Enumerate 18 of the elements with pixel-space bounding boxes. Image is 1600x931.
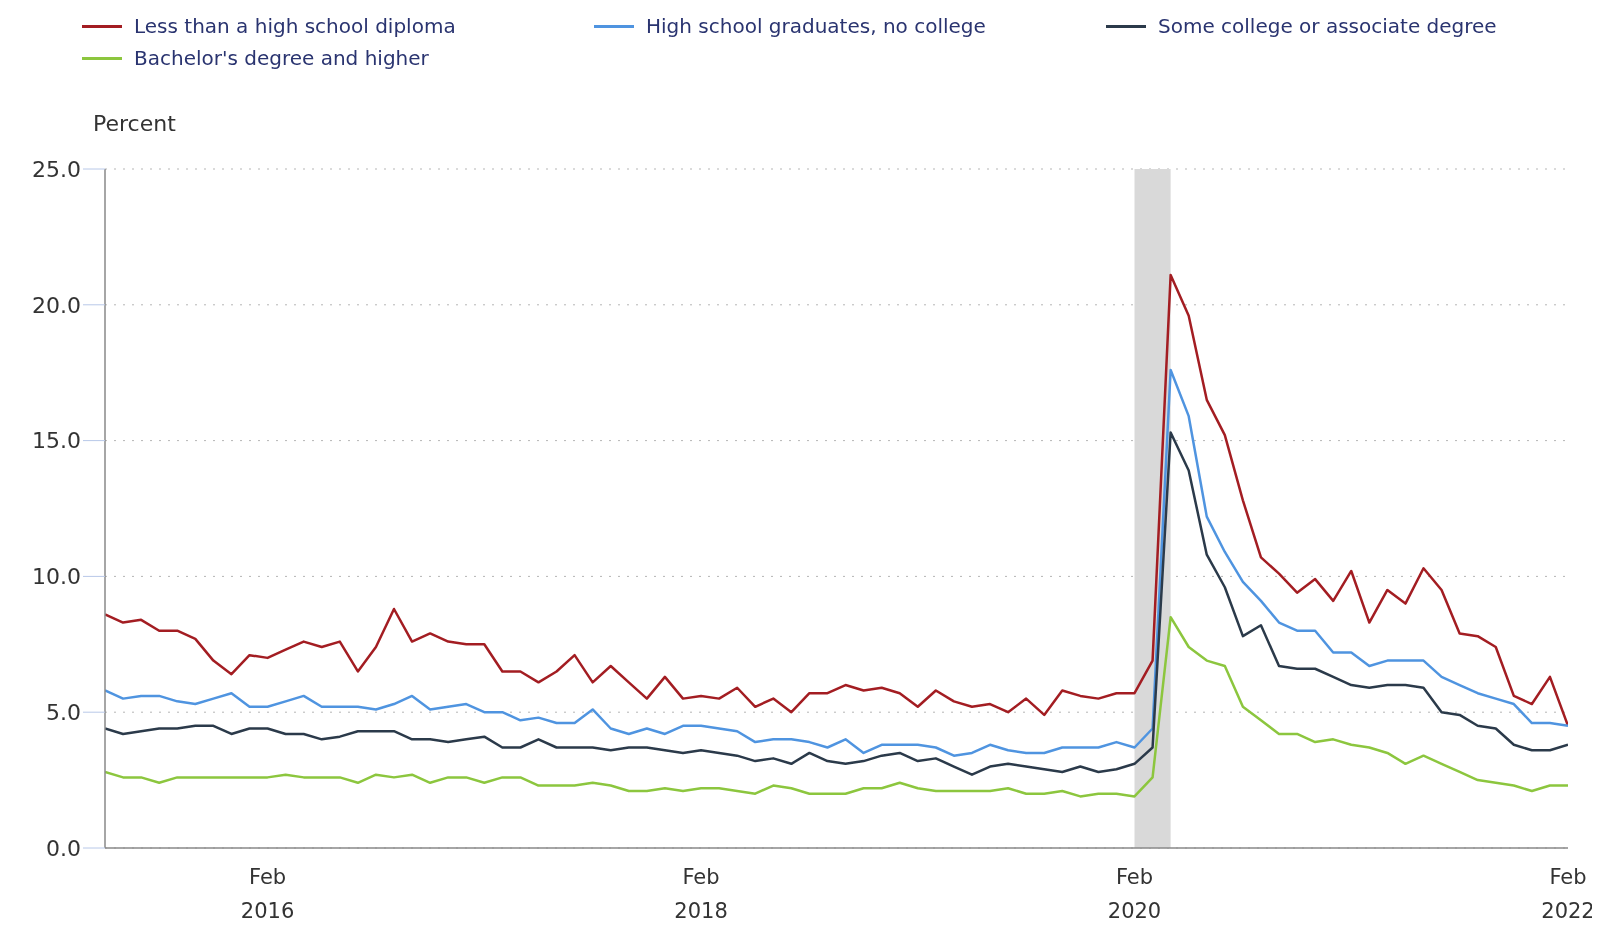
x-tick-label: Feb 2020 (1107, 865, 1162, 923)
x-tick-label: Feb 2018 (674, 865, 728, 923)
legend-label: Bachelor's degree and higher (134, 46, 429, 70)
line-series (105, 431, 1568, 776)
legend-label: Some college or associate degree (1158, 14, 1497, 38)
y-tick-label: 20.0 (32, 292, 81, 318)
legend-label: High school graduates, no college (646, 14, 986, 38)
y-tick-label: 0.0 (46, 835, 81, 861)
legend-label: Less than a high school diploma (134, 14, 456, 38)
line-series (105, 368, 1568, 757)
y-tick-label: 10.0 (32, 564, 81, 590)
y-tick-label: 25.0 (32, 156, 81, 182)
y-tick-label: 15.0 (32, 428, 81, 454)
y-tick-label: 5.0 (46, 700, 81, 726)
line-series (105, 615, 1568, 798)
y-axis-title: Percent (93, 111, 176, 136)
x-tick-label: Feb 2016 (240, 865, 295, 923)
x-tick-label: Feb 2022 (1541, 865, 1595, 923)
